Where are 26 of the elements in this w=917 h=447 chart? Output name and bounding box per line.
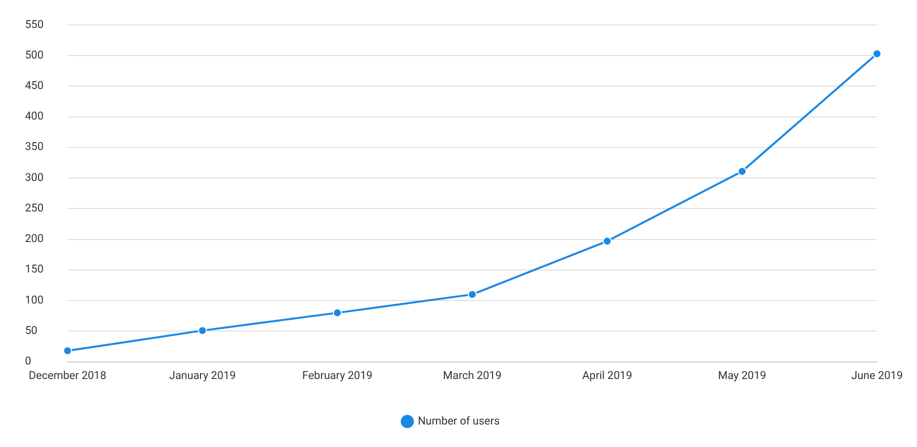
y-tick-label: 300 xyxy=(25,170,44,184)
y-tick-label: 450 xyxy=(25,78,44,92)
point xyxy=(63,346,72,356)
y-tick-label: 250 xyxy=(25,201,44,214)
point xyxy=(872,49,882,58)
x-tick-label: January 2019 xyxy=(169,369,236,382)
point xyxy=(738,166,747,176)
y-tick-label: 50 xyxy=(25,324,38,337)
point xyxy=(198,326,207,336)
x-tick-label: December 2018 xyxy=(28,369,106,382)
x-tick-label: May 2019 xyxy=(718,369,766,382)
x-tick-label: March 2019 xyxy=(443,369,502,382)
x-tick-label: April 2019 xyxy=(582,369,632,382)
y-tick-label: 550 xyxy=(25,18,44,31)
x-tick-label: June 2019 xyxy=(851,369,903,382)
point xyxy=(602,236,612,246)
y-tick-label: 150 xyxy=(25,262,44,276)
y-tick-label: 500 xyxy=(25,48,44,62)
y-tick-label: 200 xyxy=(25,232,44,246)
y-tick-label: 0 xyxy=(25,354,32,368)
x-tick-label: February 2019 xyxy=(302,369,372,382)
legend-label: Number of users xyxy=(418,414,500,428)
y-tick-label: 100 xyxy=(25,293,44,306)
point xyxy=(332,308,342,318)
y-tick-label: 400 xyxy=(25,110,44,123)
y-tick-label: 350 xyxy=(25,140,44,154)
